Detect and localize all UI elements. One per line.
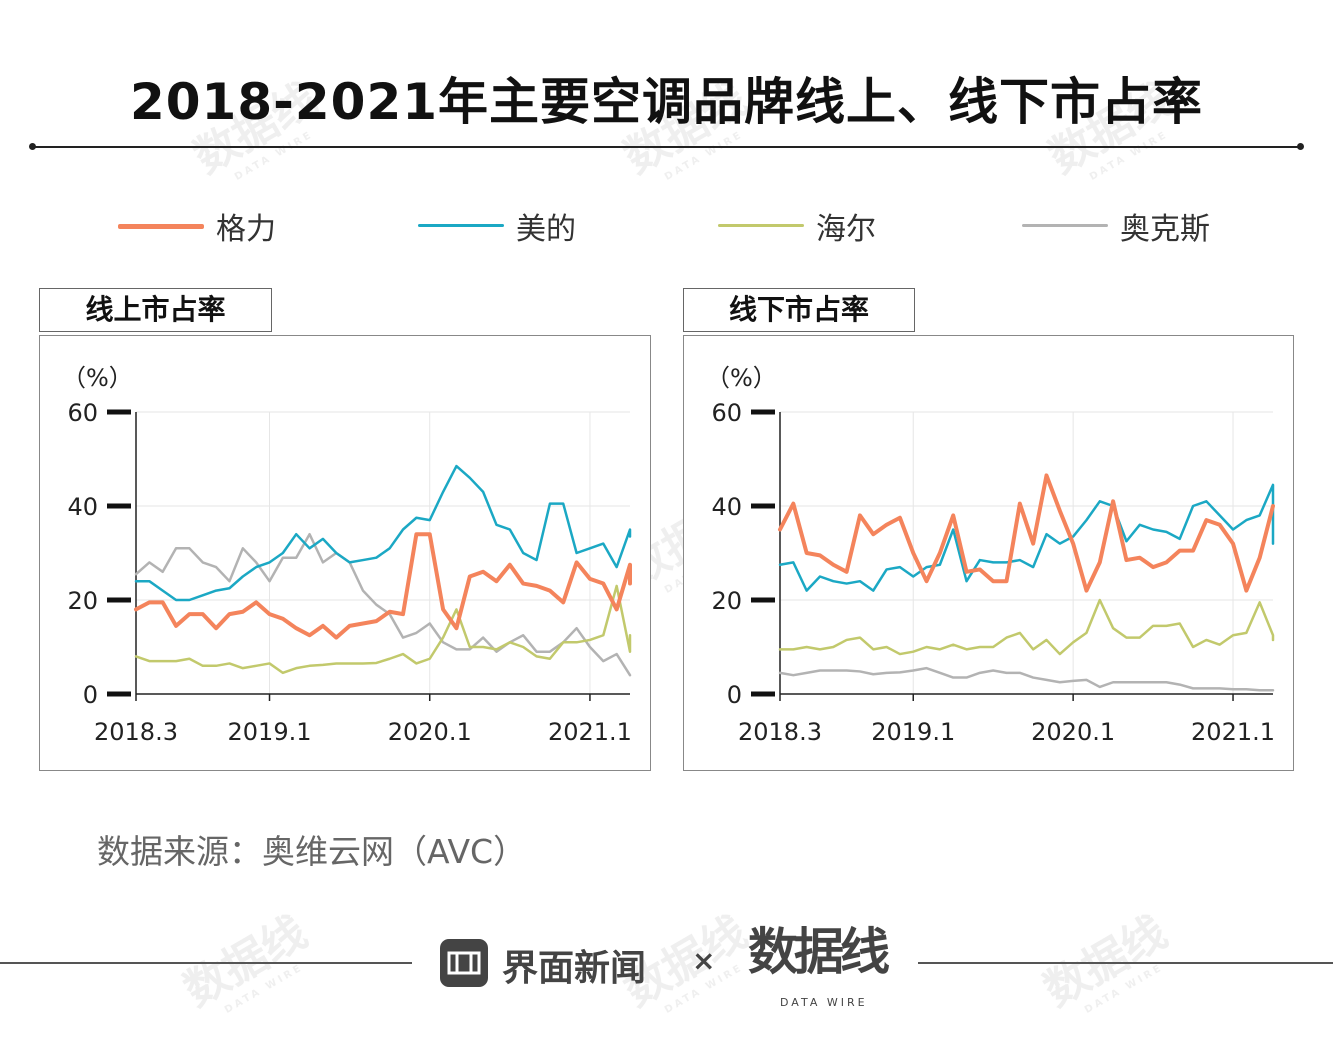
series-line-奥克斯 (134, 532, 632, 677)
page-title: 2018-2021年主要空调品牌线上、线下市占率 (129, 73, 1204, 131)
chart-legend: 格力 美的 海尔 奥克斯 (0, 196, 1333, 256)
y-tick-label: 60 (67, 399, 98, 427)
x-tick-label: 2020.1 (388, 718, 472, 746)
y-tick-label: 0 (727, 681, 742, 709)
y-tick-label: 20 (711, 587, 742, 615)
series-line-海尔 (778, 598, 1275, 656)
y-tick-label: 20 (67, 587, 98, 615)
online-panel-title: 线上市占率 (39, 288, 272, 332)
legend-swatch (118, 224, 204, 229)
y-tick-label: 60 (711, 399, 742, 427)
jiemian-brand-name: 界面新闻 (502, 948, 647, 989)
y-tick-label: 40 (67, 493, 98, 521)
divider-right-dot (1297, 143, 1304, 150)
jiemian-logo-icon (440, 939, 488, 987)
offline-chart-frame: 0 20 40 60 （%） 2018.3 2019.1 2020.1 2021.1 (683, 335, 1294, 771)
series-line-奥克斯 (778, 666, 1275, 692)
x-tick-label: 2020.1 (1031, 718, 1115, 746)
title-divider (33, 146, 1301, 148)
x-tick-label: 2018.3 (94, 718, 178, 746)
brand-separator: × (692, 944, 716, 977)
datawire-logo-mark: 数据线 (748, 923, 890, 981)
y-unit-label: （%） (62, 364, 133, 392)
series-line-格力 (778, 473, 1275, 593)
x-tick-label: 2021.1 (1191, 718, 1275, 746)
legend-swatch (418, 224, 504, 227)
datawire-logo: 数据线 DATA WIRE (748, 912, 898, 1012)
online-share-chart: 0 20 40 60 （%） 2018.3 2019.1 2020.1 2021.1 (62, 364, 632, 746)
series-line-格力 (134, 532, 632, 640)
legend-label: 海尔 (816, 212, 876, 247)
series-line-美的 (134, 464, 632, 602)
data-source-note: 数据来源：奥维云网（AVC） (97, 832, 527, 871)
offline-panel-title: 线下市占率 (683, 288, 915, 332)
legend-swatch (1022, 224, 1108, 227)
footer-divider-right (918, 962, 1333, 964)
y-tick-label: 40 (711, 493, 742, 521)
legend-label: 格力 (216, 212, 276, 247)
series-line-美的 (778, 483, 1275, 592)
datawire-logo-sub: DATA WIRE (780, 996, 868, 1009)
series-line-海尔 (134, 584, 632, 675)
x-tick-label: 2021.1 (548, 718, 632, 746)
x-tick-label: 2019.1 (228, 718, 312, 746)
y-unit-label: （%） (706, 364, 777, 392)
legend-label: 奥克斯 (1120, 212, 1210, 247)
legend-label: 美的 (516, 212, 576, 247)
offline-share-chart: 0 20 40 60 （%） 2018.3 2019.1 2020.1 2021.1 (706, 364, 1275, 746)
x-tick-label: 2019.1 (871, 718, 955, 746)
legend-swatch (718, 224, 804, 227)
x-tick-label: 2018.3 (738, 718, 822, 746)
divider-left-dot (29, 143, 36, 150)
footer-divider-left (0, 962, 412, 964)
y-tick-label: 0 (83, 681, 98, 709)
jiemian-brand: 界面新闻 (440, 936, 680, 990)
online-chart-frame: 0 20 40 60 （%） 2018.3 2019.1 2020.1 2021.1 (39, 335, 651, 771)
